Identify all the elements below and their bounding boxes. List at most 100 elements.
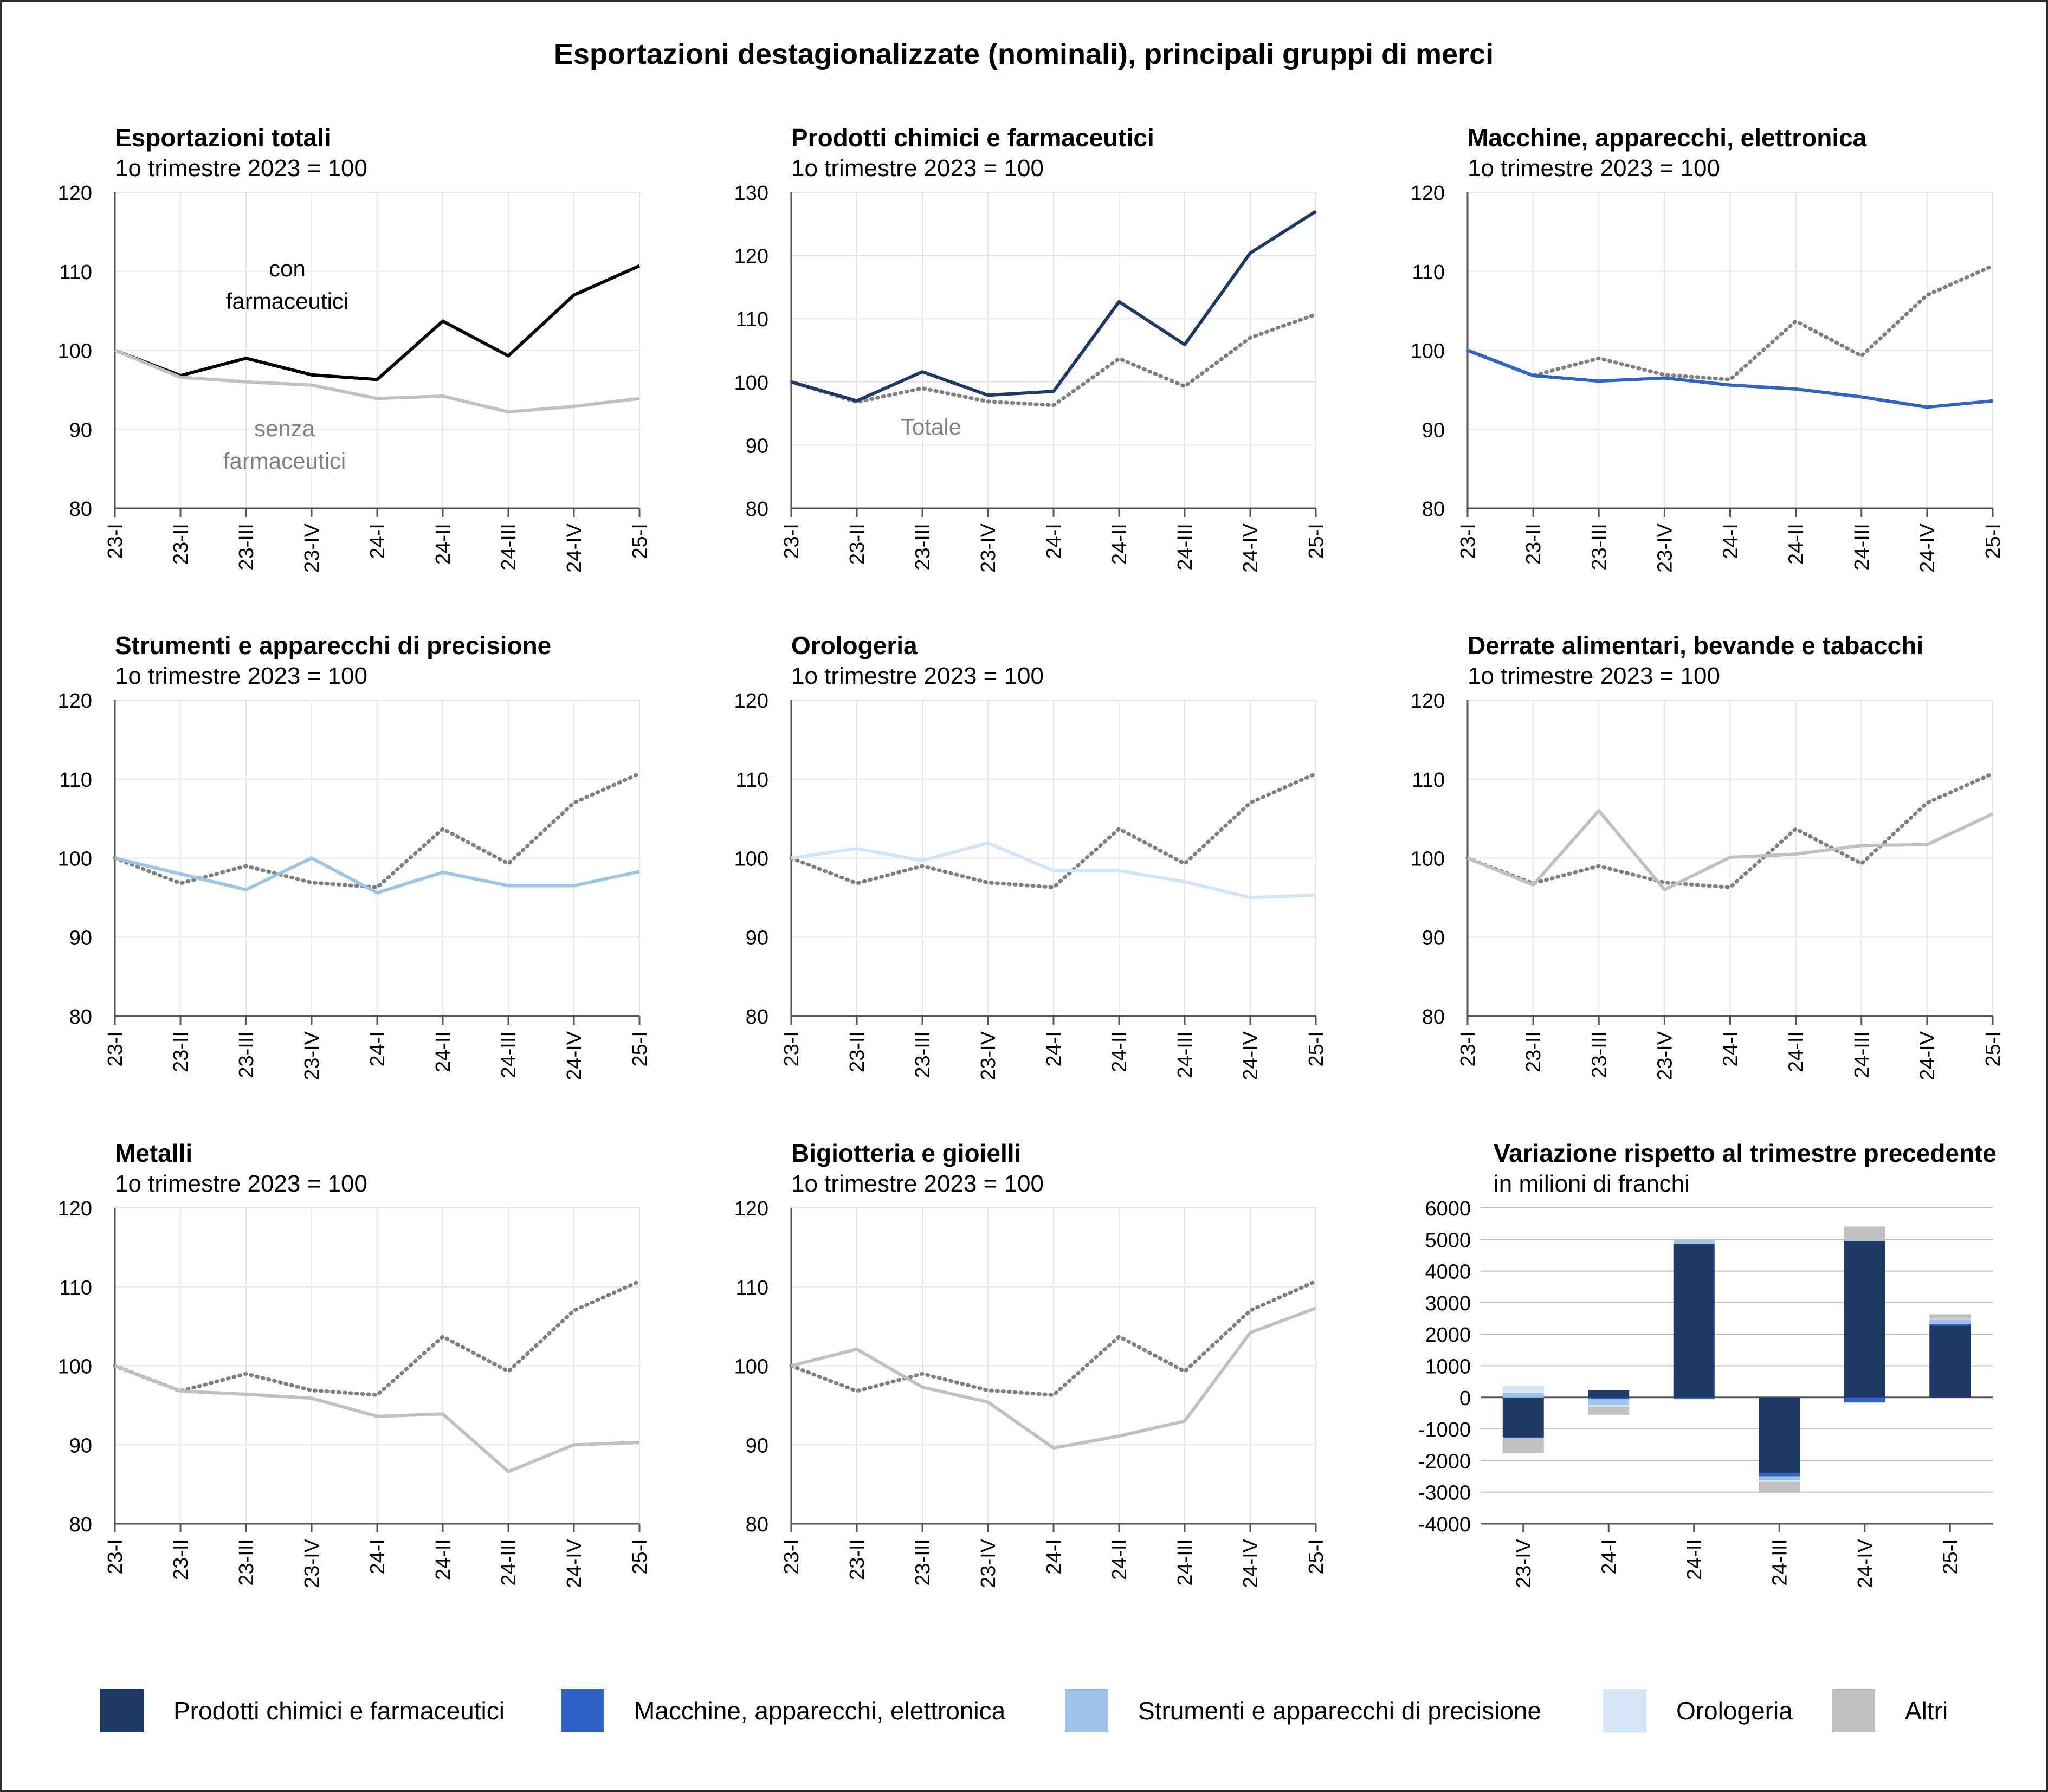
x-tick-label: 24-II	[432, 1031, 455, 1072]
x-tick-label: 23-IV	[1653, 1031, 1676, 1080]
bar-segment	[1844, 1402, 1885, 1403]
series-annotation: farmaceutici	[223, 448, 346, 474]
x-tick-label: 24-IV	[1239, 1031, 1262, 1080]
series-line-totale	[113, 1279, 642, 1397]
x-tick-label: 23-IV	[977, 1031, 1000, 1080]
legend-swatch	[1832, 1689, 1875, 1732]
y-tick-label: 80	[69, 498, 92, 521]
y-tick-label: 2000	[1425, 1324, 1471, 1347]
x-tick-label: 24-III	[1851, 523, 1873, 571]
y-tick-label: 110	[735, 1277, 768, 1299]
bar-segment	[1844, 1241, 1885, 1398]
bar-segment	[1844, 1226, 1885, 1240]
x-tick-label: 24-III	[1174, 1539, 1197, 1586]
x-tick-label: 23-II	[846, 523, 869, 565]
bar-segment	[1673, 1397, 1715, 1399]
x-tick-label: 24-IV	[563, 1538, 586, 1588]
x-tick-label: 23-III	[912, 1539, 934, 1586]
panel-subtitle: 1o trimestre 2023 = 100	[791, 1170, 1044, 1197]
y-tick-label: 100	[58, 340, 92, 363]
panel-title: Metalli	[115, 1139, 192, 1167]
y-tick-label: 90	[746, 927, 768, 949]
y-tick-label: 90	[1422, 419, 1445, 442]
x-tick-label: 24-IV	[1854, 1538, 1877, 1588]
bar-segment	[1929, 1314, 1971, 1319]
panels: Esportazioni totali 1o trimestre 2023 = 1…	[58, 124, 2005, 1588]
x-tick-label: 23-I	[780, 1539, 803, 1574]
y-tick-label: 80	[1422, 498, 1445, 521]
legend: Prodotti chimici e farmaceutici Macchine,…	[100, 1689, 1948, 1732]
x-tick-label: 24-I	[366, 1031, 389, 1066]
x-tick-label: 23-I	[780, 1031, 803, 1066]
x-tick-label: 24-II	[1108, 1539, 1131, 1580]
panel-title: Orologeria	[791, 631, 918, 659]
x-tick-label: 23-III	[912, 523, 934, 571]
series-line-totale	[789, 772, 1318, 889]
x-tick-label: 24-I	[366, 523, 389, 559]
x-tick-label: 23-I	[780, 523, 803, 559]
x-tick-label: 23-IV	[301, 523, 324, 572]
x-tick-label: 25-I	[1982, 523, 2005, 559]
y-tick-label: 100	[734, 848, 768, 871]
bar-segment	[1929, 1319, 1971, 1324]
x-tick-label: 24-III	[1174, 523, 1197, 571]
y-tick-label: 110	[735, 769, 768, 792]
bar-segment	[1673, 1399, 1715, 1400]
x-tick-label: 25-I	[1939, 1539, 1962, 1574]
y-tick-label: 4000	[1425, 1261, 1471, 1284]
x-tick-label: 23-II	[1522, 1031, 1545, 1072]
x-tick-label: 24-II	[1108, 1031, 1131, 1072]
x-tick-label: 23-I	[104, 523, 127, 559]
y-tick-label: 80	[746, 1006, 768, 1028]
y-tick-label: 80	[1422, 1006, 1445, 1028]
x-tick-label: 23-IV	[977, 1538, 1000, 1588]
x-tick-label: 23-III	[1588, 523, 1611, 571]
x-tick-label: 24-I	[1720, 523, 1742, 559]
x-tick-label: 24-III	[498, 1031, 520, 1078]
panel-9: Variazione rispetto al trimestre precede…	[1418, 1139, 1997, 1588]
x-tick-label: 24-III	[498, 1539, 520, 1586]
y-tick-label: -1000	[1418, 1419, 1471, 1441]
y-tick-label: 110	[59, 1277, 92, 1299]
bar-segment	[1759, 1481, 1800, 1494]
series-annotation: Totale	[901, 414, 961, 439]
x-tick-label: 24-IV	[1916, 1031, 1939, 1080]
x-tick-label: 23-I	[1457, 1031, 1480, 1066]
y-tick-label: 90	[69, 419, 92, 442]
panel-subtitle: 1o trimestre 2023 = 100	[1468, 155, 1720, 182]
panel-title: Bigiotteria e gioielli	[791, 1139, 1021, 1167]
panel-subtitle: 1o trimestre 2023 = 100	[115, 155, 367, 182]
panel-5: Orologeria 1o trimestre 2023 = 100 80 90 100…	[734, 631, 1328, 1081]
panel-title: Derrate alimentari, bevande e tabacchi	[1468, 631, 1923, 659]
y-tick-label: 110	[735, 308, 768, 331]
y-tick-label: 1000	[1425, 1356, 1471, 1379]
x-tick-label: 24-II	[1785, 1031, 1808, 1072]
y-tick-label: 120	[1411, 690, 1445, 713]
x-tick-label: 24-III	[1768, 1539, 1791, 1586]
x-tick-label: 24-II	[1785, 523, 1808, 565]
bar-segment	[1759, 1476, 1800, 1481]
bar-segment	[1673, 1244, 1715, 1398]
panel-8: Bigiotteria e gioielli 1o trimestre 2023 …	[734, 1139, 1328, 1588]
x-tick-label: 24-I	[1043, 1539, 1065, 1574]
x-tick-label: 24-IV	[563, 1031, 586, 1080]
panel-subtitle: 1o trimestre 2023 = 100	[791, 663, 1044, 689]
x-tick-label: 24-III	[498, 523, 520, 571]
legend-swatch	[1603, 1689, 1646, 1732]
bar-segment	[1844, 1397, 1885, 1403]
x-tick-label: 23-I	[1457, 523, 1480, 559]
panel-2: Prodotti chimici e farmaceutici 1o trimes…	[734, 124, 1328, 573]
bar-segment	[1588, 1390, 1630, 1398]
y-tick-label: 0	[1459, 1387, 1471, 1410]
x-tick-label: 25-I	[1305, 523, 1328, 559]
x-tick-label: 23-IV	[301, 1031, 324, 1080]
y-tick-label: -4000	[1418, 1513, 1471, 1536]
bar-segment	[1588, 1405, 1630, 1407]
y-tick-label: 110	[1412, 769, 1445, 792]
legend-item: Macchine, apparecchi, elettronica	[561, 1689, 1006, 1732]
bar-segment	[1502, 1438, 1544, 1453]
legend-label: Strumenti e apparecchi di precisione	[1138, 1697, 1541, 1725]
y-tick-label: 5000	[1425, 1229, 1471, 1252]
y-tick-label: 120	[58, 690, 92, 713]
